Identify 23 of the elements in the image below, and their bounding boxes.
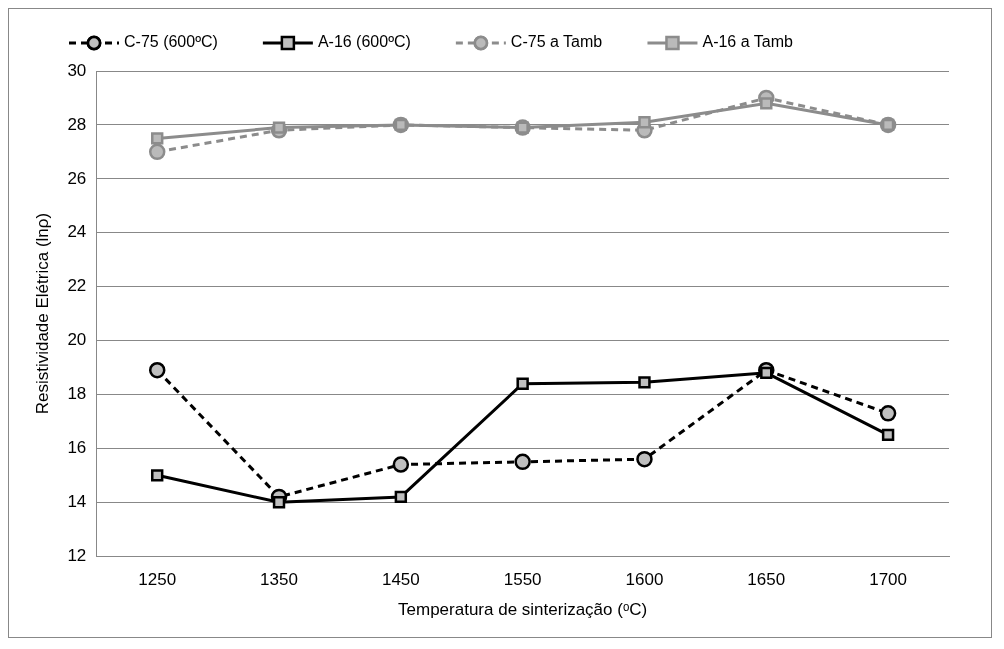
x-tick-label: 1700 (869, 570, 908, 590)
legend-label: A-16 (600ºC) (317, 33, 411, 51)
x-axis-title: Temperatura de sinterização (ᵒC) (398, 600, 648, 620)
x-tick-label: 1250 (138, 570, 177, 590)
y-tick-label: 18 (67, 384, 87, 404)
x-tick-label: 1600 (625, 570, 664, 590)
y-tick-label: 14 (67, 491, 87, 511)
y-tick-label: 12 (67, 545, 87, 565)
y-tick-label: 26 (67, 168, 87, 188)
x-tick-label: 1650 (747, 570, 786, 590)
x-tick-label: 1350 (260, 570, 298, 590)
y-tick-label: 16 (67, 438, 87, 458)
y-axis-title: Resistividade Elétrica (lnρ) (32, 212, 52, 415)
legend-label: C-75 a Tamb (510, 33, 603, 51)
x-tick-label: 1450 (381, 570, 420, 590)
y-tick-label: 28 (67, 114, 87, 134)
legend-label: A-16 a Tamb (702, 33, 793, 51)
x-tick-label: 1550 (503, 570, 542, 590)
y-tick-label: 24 (67, 222, 87, 242)
legend-label: C-75 (600ºC) (124, 33, 218, 51)
y-tick-label: 30 (67, 60, 87, 80)
y-tick-label: 20 (67, 330, 87, 350)
y-tick-label: 22 (67, 276, 87, 296)
